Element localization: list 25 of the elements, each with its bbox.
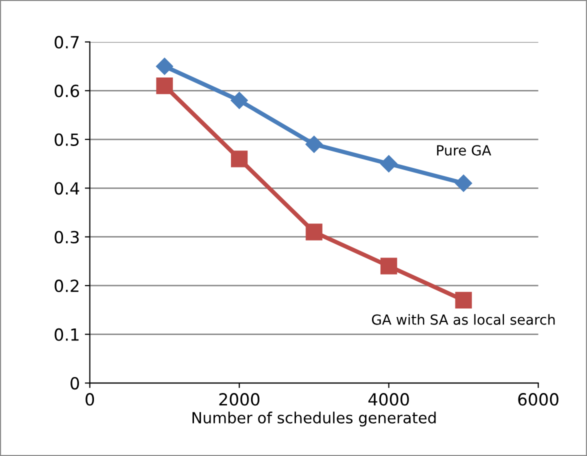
x-axis-title: Number of schedules generated (192, 412, 436, 426)
y-tick-label: 0.3 (54, 230, 79, 244)
point (454, 174, 472, 192)
y-tick-label: 0.6 (54, 84, 80, 98)
point (380, 155, 398, 172)
x-tick-label: 4000 (368, 393, 409, 406)
point (305, 136, 323, 153)
y-tick-label: 0.4 (54, 182, 80, 195)
y-tick-label: 0.2 (54, 280, 78, 292)
point (230, 92, 248, 109)
y-tick-label: 0.7 (54, 36, 79, 49)
y-tick-label: 0 (70, 377, 79, 390)
point (230, 150, 248, 168)
series-label: GA with SA as local search (372, 314, 555, 325)
x-tick-label: 2000 (219, 393, 260, 406)
x-tick-label: 0 (86, 393, 94, 406)
point (156, 58, 174, 75)
x-tick-label: 6000 (518, 393, 558, 406)
point (306, 224, 322, 240)
point (380, 258, 398, 274)
point (156, 77, 173, 94)
y-tick-label: 0.1 (54, 328, 79, 341)
series-label: Pure GA (437, 145, 492, 156)
y-tick-label: 0.5 (54, 133, 79, 146)
point (455, 292, 472, 309)
